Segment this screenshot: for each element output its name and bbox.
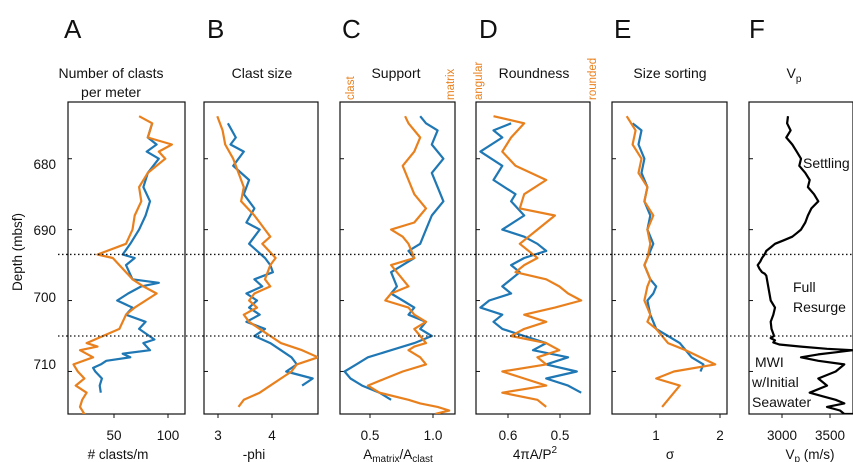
annotation-resurge: Resurge xyxy=(793,299,846,315)
panel-frame xyxy=(67,101,186,415)
plot-area xyxy=(58,101,853,418)
panel-title: Roundness xyxy=(499,65,570,81)
x-tick-label: 50 xyxy=(106,428,121,443)
panel-frame xyxy=(203,101,319,415)
annotation-seawater: Seawater xyxy=(752,394,811,410)
panel-frame xyxy=(611,101,728,415)
series-line-2 xyxy=(72,115,173,414)
x-tick-label: 100 xyxy=(157,428,180,443)
end-label-rounded: rounded xyxy=(587,58,599,100)
x-tick-label: 3 xyxy=(214,428,222,443)
x-axis-label: Amatrix/Aclast xyxy=(363,447,433,462)
panel-c: C Support clast matrix 0.5 1.0 Amatrix/A… xyxy=(342,14,457,462)
panel-letter: A xyxy=(64,14,82,44)
annotation-w-initial: w/Initial xyxy=(751,374,799,390)
x-axis-label: # clasts/m xyxy=(88,447,149,462)
y-tick-label: 710 xyxy=(33,357,56,372)
series-line-1 xyxy=(226,122,314,387)
y-tick-label: 690 xyxy=(33,223,56,238)
panel-title: Support xyxy=(371,65,420,81)
x-tick-label: 4 xyxy=(268,428,276,443)
series-line-1 xyxy=(343,115,445,401)
panel-f: F Vp 3000 3500 Vp (m/s) xyxy=(749,14,845,462)
series-line-2 xyxy=(625,115,717,408)
panel-frame xyxy=(475,101,591,415)
y-tick-label: 700 xyxy=(33,290,56,305)
panel-a: A Number of clasts per meter 50 100 # cl… xyxy=(58,14,179,462)
series-line-2 xyxy=(493,115,583,408)
x-tick-label: 1 xyxy=(652,428,660,443)
panel-e: E Size sorting 1 2 σ xyxy=(614,14,724,462)
end-label-matrix: matrix xyxy=(445,68,457,100)
x-tick-label: 0.6 xyxy=(499,428,518,443)
end-label-angular: angular xyxy=(473,61,485,100)
panel-letter: B xyxy=(207,14,224,44)
panel-title: Size sorting xyxy=(633,65,706,81)
x-tick-label: 0.5 xyxy=(551,428,570,443)
annotation-settling: Settling xyxy=(803,155,850,171)
y-axis-label: Depth (mbsf) xyxy=(10,213,25,291)
x-axis-label: -phi xyxy=(243,447,266,462)
y-tick-label: 680 xyxy=(33,157,56,172)
x-axis-label: 4πA/P2 xyxy=(513,445,558,462)
x-tick-label: 3000 xyxy=(767,428,797,443)
panel-title-line-1: Number of clasts xyxy=(58,65,163,81)
end-label-clast: clast xyxy=(345,76,357,100)
series-line-1 xyxy=(631,122,705,372)
x-tick-label: 1.0 xyxy=(424,428,443,443)
x-tick-label: 3500 xyxy=(815,428,845,443)
panel-title: Clast size xyxy=(232,65,293,81)
series-line-2 xyxy=(366,115,451,414)
panel-frame xyxy=(339,101,456,415)
x-axis-label: Vp (m/s) xyxy=(785,447,834,462)
panel-letter: F xyxy=(749,14,765,44)
panel-frame xyxy=(748,101,853,415)
x-axis-label: σ xyxy=(666,447,675,462)
panel-letter: C xyxy=(342,14,361,44)
series-line-1 xyxy=(756,116,853,414)
series-line-1 xyxy=(91,122,160,393)
panel-title: Vp xyxy=(787,65,802,85)
panel-b: B Clast size 3 4 -phi xyxy=(207,14,293,462)
series-line-2 xyxy=(216,115,318,408)
annotation-full: Full xyxy=(793,279,816,295)
panel-title-line-2: per meter xyxy=(81,84,141,100)
annotation-mwi: MWI xyxy=(755,354,784,370)
panel-letter: E xyxy=(614,14,631,44)
panel-letter: D xyxy=(479,14,498,44)
x-tick-label: 2 xyxy=(716,428,724,443)
x-tick-label: 0.5 xyxy=(361,428,380,443)
series-line-1 xyxy=(479,122,582,394)
panel-d: D Roundness angular rounded 0.6 0.5 4πA/… xyxy=(473,14,599,462)
